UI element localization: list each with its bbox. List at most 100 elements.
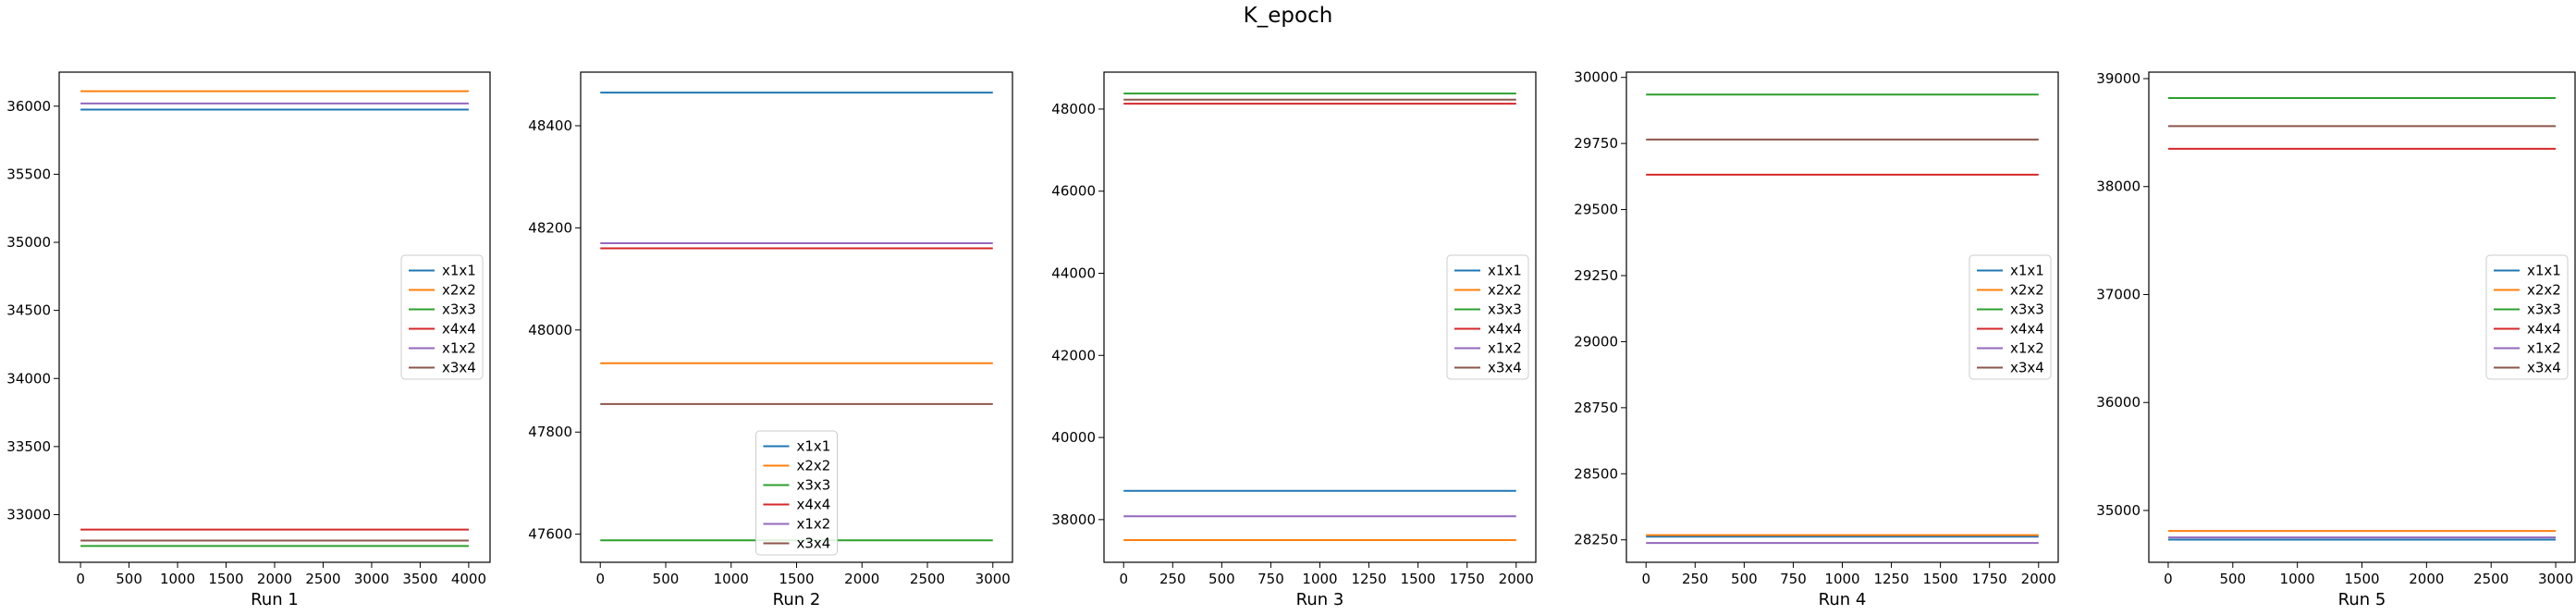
y-tick-label: 28500 — [1574, 465, 1618, 482]
legend-label-x3x3: x3x3 — [797, 477, 831, 494]
x-tick-label: 250 — [1159, 571, 1186, 587]
y-tick-label: 48400 — [528, 117, 572, 134]
legend-label-x3x4: x3x4 — [442, 360, 476, 376]
y-tick-label: 29500 — [1574, 202, 1618, 218]
x-axis-label: Run 3 — [1296, 590, 1344, 609]
legend-label-x2x2: x2x2 — [442, 282, 476, 299]
legend-label-x3x4: x3x4 — [797, 535, 831, 552]
y-tick-label: 33000 — [6, 506, 51, 523]
x-tick-label: 2000 — [257, 571, 292, 587]
y-tick-label: 46000 — [1051, 183, 1096, 200]
y-tick-label: 35000 — [2096, 502, 2141, 519]
x-tick-label: 3500 — [402, 571, 437, 587]
y-tick-label: 48000 — [528, 322, 572, 338]
x-tick-label: 1000 — [1302, 571, 1337, 587]
x-axis-label: Run 1 — [251, 590, 299, 609]
legend-label-x4x4: x4x4 — [442, 321, 476, 338]
y-tick-label: 28750 — [1574, 400, 1618, 416]
legend-label-x1x1: x1x1 — [797, 438, 831, 455]
legend-label-x4x4: x4x4 — [2010, 321, 2044, 338]
y-tick-label: 42000 — [1051, 347, 1096, 363]
x-axis-label: Run 5 — [2338, 590, 2386, 609]
x-tick-label: 500 — [116, 571, 142, 587]
y-tick-label: 47600 — [528, 526, 572, 543]
x-tick-label: 250 — [1682, 571, 1709, 587]
x-tick-label: 0 — [1119, 571, 1128, 587]
y-tick-label: 35500 — [6, 166, 51, 182]
legend: x1x1 x2x2 x3x3 x4x4 x1x2 x3x4 — [1969, 254, 2052, 380]
x-tick-label: 1500 — [208, 571, 243, 587]
x-tick-label: 1750 — [1450, 571, 1485, 587]
legend-label-x2x2: x2x2 — [1488, 282, 1522, 299]
legend-label-x2x2: x2x2 — [797, 458, 831, 474]
legend-label-x1x1: x1x1 — [442, 263, 476, 279]
legend-label-x3x4: x3x4 — [2527, 360, 2561, 376]
x-tick-label: 500 — [2219, 571, 2246, 587]
legend-label-x3x4: x3x4 — [2010, 360, 2044, 376]
y-tick-label: 38000 — [1051, 511, 1096, 528]
legend-label-x3x3: x3x3 — [442, 301, 476, 318]
x-tick-label: 2500 — [2473, 571, 2509, 587]
legend-label-x4x4: x4x4 — [797, 497, 831, 513]
x-tick-label: 1750 — [1972, 571, 2007, 587]
legend-label-x2x2: x2x2 — [2527, 282, 2561, 299]
x-tick-label: 1500 — [1401, 571, 1436, 587]
y-tick-label: 29250 — [1574, 267, 1618, 284]
y-tick-label: 33500 — [6, 438, 51, 455]
y-tick-label: 44000 — [1051, 265, 1096, 282]
x-tick-label: 0 — [595, 571, 605, 587]
x-tick-label: 3000 — [354, 571, 389, 587]
y-tick-label: 29000 — [1574, 333, 1618, 350]
legend-label-x2x2: x2x2 — [2010, 282, 2044, 299]
x-tick-label: 2000 — [2021, 571, 2056, 587]
legend-label-x1x1: x1x1 — [2527, 263, 2561, 279]
legend-label-x3x4: x3x4 — [1488, 360, 1522, 376]
x-tick-label: 0 — [2164, 571, 2173, 587]
x-tick-label: 1000 — [160, 571, 195, 587]
legend-label-x1x2: x1x2 — [2527, 340, 2561, 357]
legend-label-x1x1: x1x1 — [1488, 263, 1522, 279]
x-tick-label: 2500 — [910, 571, 945, 587]
legend-label-x4x4: x4x4 — [2527, 321, 2561, 338]
x-tick-label: 0 — [76, 571, 85, 587]
figure-title: K_epoch — [1243, 4, 1333, 28]
x-tick-label: 1250 — [1351, 571, 1386, 587]
x-axis-label: Run 2 — [773, 590, 821, 609]
x-tick-label: 0 — [1641, 571, 1650, 587]
subplot-run-3: 0 250 500 750 1000 1250 1500 1750 2000 38000 40000… — [1051, 71, 1537, 609]
y-tick-label: 40000 — [1051, 429, 1096, 446]
x-tick-label: 2000 — [844, 571, 879, 587]
y-tick-label: 34000 — [6, 370, 51, 387]
x-tick-label: 4000 — [451, 571, 486, 587]
x-tick-label: 1250 — [1873, 571, 1908, 587]
x-tick-label: 500 — [653, 571, 680, 587]
y-tick-label: 37000 — [2096, 286, 2141, 302]
legend-label-x1x2: x1x2 — [2010, 340, 2044, 357]
y-tick-label: 28250 — [1574, 532, 1618, 548]
y-tick-label: 29750 — [1574, 135, 1618, 152]
legend-label-x1x1: x1x1 — [2010, 263, 2044, 279]
subplot-run-4: 0 250 500 750 1000 1250 1500 1750 2000 28250 28500… — [1574, 69, 2059, 609]
legend: x1x1 x2x2 x3x3 x4x4 x1x2 x3x4 — [2485, 254, 2569, 380]
legend: x1x1 x2x2 x3x3 x4x4 x1x2 x3x4 — [400, 254, 484, 380]
x-tick-label: 1500 — [1923, 571, 1958, 587]
legend-label-x1x2: x1x2 — [797, 516, 831, 533]
legend-label-x4x4: x4x4 — [1488, 321, 1522, 338]
x-tick-label: 2000 — [2409, 571, 2444, 587]
y-tick-label: 36000 — [2096, 394, 2141, 411]
legend-label-x3x3: x3x3 — [1488, 301, 1522, 318]
legend-label-x3x3: x3x3 — [2527, 301, 2561, 318]
y-tick-label: 35000 — [6, 234, 51, 251]
y-tick-label: 47800 — [528, 424, 572, 440]
legend: x1x1 x2x2 x3x3 x4x4 x1x2 x3x4 — [755, 430, 838, 556]
legend-label-x1x2: x1x2 — [442, 340, 476, 357]
legend-label-x1x2: x1x2 — [1488, 340, 1522, 357]
subplot-run-5: 0 500 1000 1500 2000 2500 3000 35000 36000 37000 3… — [2096, 70, 2576, 609]
x-tick-label: 500 — [1208, 571, 1235, 587]
x-tick-label: 1500 — [2344, 571, 2379, 587]
y-tick-label: 34500 — [6, 302, 51, 319]
y-tick-label: 39000 — [2096, 70, 2141, 87]
x-tick-label: 1500 — [779, 571, 814, 587]
subplot-run-2: 0 500 1000 1500 2000 2500 3000 47600 47800 48000 4… — [528, 71, 1013, 609]
